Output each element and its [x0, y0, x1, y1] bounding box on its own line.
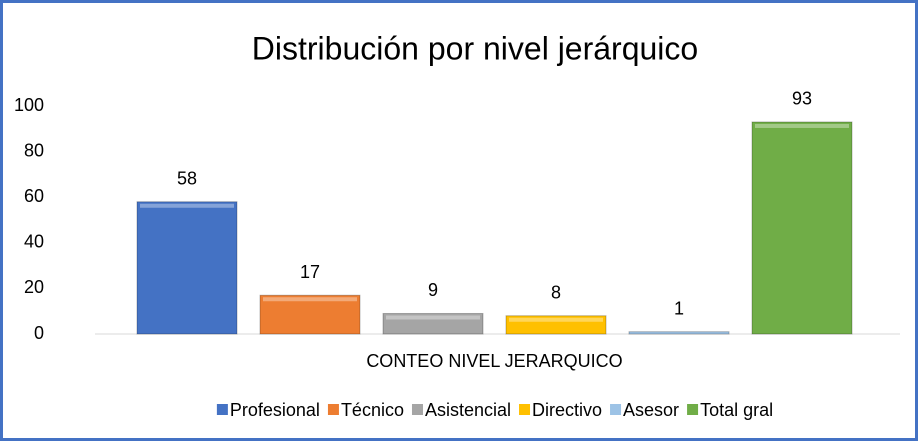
bar-highlight: [263, 297, 357, 302]
bar: [751, 121, 853, 335]
bar: [136, 201, 238, 335]
data-label: 1: [674, 298, 684, 318]
legend-swatch: [519, 404, 531, 415]
bar: [259, 294, 361, 335]
legend-swatch: [327, 404, 339, 415]
legend-label: Asesor: [623, 400, 679, 420]
legend-label: Total gral: [700, 400, 773, 420]
legend-label: Asistencial: [425, 400, 511, 420]
legend-swatch: [610, 404, 622, 415]
bar: [505, 315, 607, 335]
data-label: 9: [428, 280, 438, 300]
bar-highlight: [140, 203, 234, 208]
legend-swatch: [687, 404, 699, 415]
chart-title: Distribución por nivel jerárquico: [252, 30, 698, 66]
y-tick-label: 80: [24, 140, 44, 160]
legend-label: Técnico: [341, 400, 404, 420]
data-label: 8: [551, 283, 561, 303]
bar-highlight: [509, 317, 603, 322]
bar: [628, 331, 730, 335]
data-label: 93: [792, 89, 812, 109]
bar-highlight: [755, 123, 849, 128]
y-tick-label: 0: [34, 323, 44, 343]
bar: [382, 312, 484, 335]
y-tick-label: 20: [24, 277, 44, 297]
data-label: 17: [300, 262, 320, 282]
legend-label: Directivo: [532, 400, 602, 420]
legend-swatch: [216, 404, 228, 415]
x-tick-label: CONTEO NIVEL JERARQUICO: [366, 351, 622, 371]
data-label: 58: [177, 169, 197, 189]
y-tick-label: 100: [14, 95, 44, 115]
y-tick-label: 60: [24, 186, 44, 206]
legend-swatch: [411, 404, 423, 415]
legend-label: Profesional: [230, 400, 320, 420]
bar-highlight: [386, 315, 480, 320]
y-tick-label: 40: [24, 232, 44, 252]
